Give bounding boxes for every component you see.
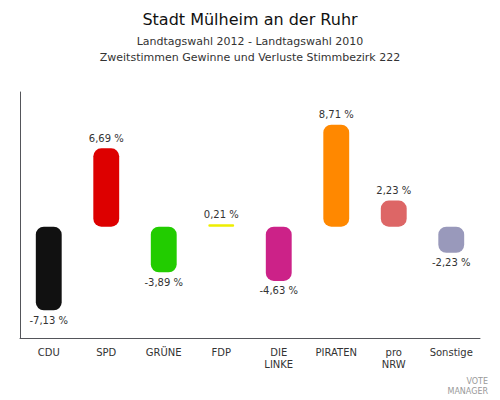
svg-text:SPD: SPD xyxy=(96,347,116,358)
svg-text:-7,13 %: -7,13 % xyxy=(29,315,68,326)
svg-text:VOTE: VOTE xyxy=(466,377,488,386)
svg-text:NRW: NRW xyxy=(382,359,406,370)
svg-text:PIRATEN: PIRATEN xyxy=(316,347,358,358)
svg-text:Stadt Mülheim an der Ruhr: Stadt Mülheim an der Ruhr xyxy=(142,10,358,29)
svg-text:2,23 %: 2,23 % xyxy=(376,185,411,196)
svg-text:CDU: CDU xyxy=(38,347,60,358)
svg-text:pro: pro xyxy=(386,347,402,358)
svg-text:6,69 %: 6,69 % xyxy=(89,133,124,144)
svg-text:Zweitstimmen Gewinne und Verlu: Zweitstimmen Gewinne und Verluste Stimmb… xyxy=(100,51,400,64)
svg-text:LINKE: LINKE xyxy=(264,359,293,370)
svg-text:DIE: DIE xyxy=(270,347,287,358)
svg-text:GRÜNE: GRÜNE xyxy=(146,346,182,358)
svg-text:Sonstige: Sonstige xyxy=(430,347,473,358)
svg-text:-4,63 %: -4,63 % xyxy=(259,285,298,296)
svg-text:0,21 %: 0,21 % xyxy=(204,209,239,220)
svg-text:Landtagswahl 2012 - Landtagswa: Landtagswahl 2012 - Landtagswahl 2010 xyxy=(137,35,364,48)
svg-text:-2,23 %: -2,23 % xyxy=(432,257,471,268)
svg-text:-3,89 %: -3,89 % xyxy=(144,277,183,288)
svg-text:MANAGER: MANAGER xyxy=(447,387,488,396)
svg-text:FDP: FDP xyxy=(212,347,231,358)
svg-text:8,71 %: 8,71 % xyxy=(319,109,354,120)
